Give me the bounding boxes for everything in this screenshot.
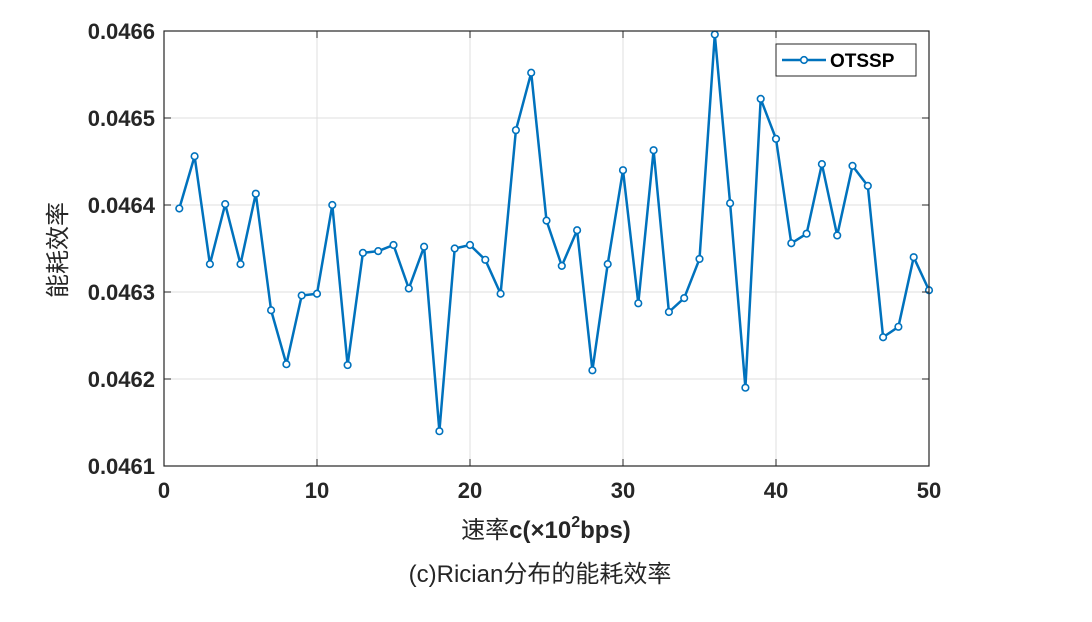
legend: OTSSP [775,43,917,77]
data-point [251,189,260,198]
x-tick-label: 50 [917,478,941,503]
data-point [420,242,429,251]
data-point [756,94,765,103]
x-tick-label: 40 [764,478,788,503]
data-point [190,152,199,161]
data-point [802,229,811,238]
data-point [205,260,214,269]
plot-frame [163,30,930,467]
data-point [343,360,352,370]
plot-background [164,31,929,466]
legend-marker [799,55,809,65]
ticks: 0 10 20 30 40 50 0.0461 0.0462 0.0463 0.0464 0.046… [88,19,942,503]
data-point [710,30,719,39]
data-point [496,289,505,298]
data-point [282,360,291,369]
data-point [267,306,276,315]
data-point [618,166,628,175]
x-axis-label-prefix: 速率 [461,517,509,544]
data-point [848,161,857,170]
legend-label: OTSSP [830,51,895,72]
data-point [175,204,184,213]
x-axis-label-main: c(×10 [509,517,571,544]
data-point [771,134,781,143]
data-point [297,291,306,300]
x-tick-label: 10 [305,478,329,503]
data-point [221,200,230,209]
data-point [236,260,245,269]
data-point [909,253,918,262]
data-point [725,199,735,208]
data-point [863,181,872,190]
x-axis-label-sup: 2 [571,514,580,531]
y-tick-label: 0.0462 [88,367,155,392]
data-point [542,216,551,225]
data-point [894,322,903,331]
data-point [572,226,582,235]
data-point [312,289,322,298]
x-axis-label-suffix: bps) [580,517,631,544]
data-point [527,68,536,77]
data-point [511,126,521,135]
data-point [328,200,337,210]
x-axis-label: 速率c(×102bps) [461,514,631,544]
data-point [450,244,459,253]
x-tick-label: 30 [611,478,635,503]
x-tick-label: 20 [458,478,482,503]
y-tick-label: 0.0465 [88,106,155,131]
data-point [374,247,383,256]
data-point [435,427,444,436]
series-layer [175,30,934,436]
data-point [358,248,368,257]
y-tick-label: 0.0466 [88,19,155,44]
data-point [481,255,490,264]
y-tick-label: 0.0463 [88,280,155,305]
data-point [680,293,689,303]
y-tick-label: 0.0464 [88,193,156,218]
x-tick-label: 0 [158,478,170,503]
data-point [878,333,888,342]
data-point [833,231,842,240]
data-point [664,307,674,317]
y-axis-label: 能耗效率 [45,202,72,298]
data-point [787,239,796,248]
data-point [741,383,750,392]
data-point [465,240,475,250]
data-point [389,240,398,250]
data-point [649,146,658,155]
data-point [603,260,612,269]
data-point [404,284,413,293]
y-tick-label: 0.0461 [88,454,155,479]
caption: (c)Rician分布的能耗效率 [409,561,672,588]
data-point [695,254,704,264]
data-point [557,261,566,271]
data-point [817,160,827,169]
data-point [588,366,597,375]
data-point [634,299,643,308]
grid [164,31,929,466]
